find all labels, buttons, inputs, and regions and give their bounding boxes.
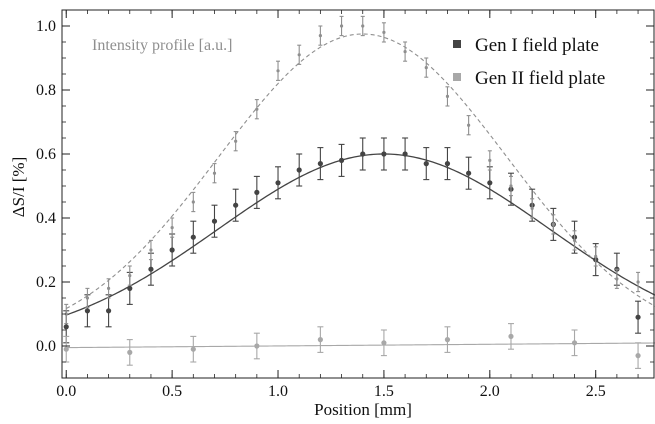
data-point-series-3 [148, 239, 153, 261]
data-point-series-3 [106, 278, 111, 299]
fit-line-series-2 [66, 342, 655, 349]
x-tick-label: 2.5 [586, 383, 606, 400]
data-point-series-3 [424, 57, 429, 78]
y-tick-label: 0.8 [36, 82, 56, 99]
data-point-series-3 [636, 271, 641, 293]
data-point-series-1 [465, 156, 472, 190]
data-point-series-1 [359, 137, 366, 171]
data-point-series-3 [593, 246, 598, 267]
y-axis-title: ΔS/I [%] [9, 157, 28, 218]
data-point-series-1 [169, 233, 176, 267]
x-tick-label: 1.5 [374, 383, 394, 400]
fit-line-series-3 [65, 33, 655, 310]
data-point-series-3 [445, 86, 450, 107]
legend: Gen I field plate Gen II field plate [453, 35, 605, 89]
data-point-series-3 [212, 163, 217, 184]
data-point-series-3 [360, 15, 365, 37]
data-point-series-3 [339, 15, 344, 37]
data-point-series-3 [551, 214, 556, 235]
data-point-series-1 [486, 166, 493, 200]
data-point-series-3 [530, 198, 535, 219]
y-tick-label: 1.0 [36, 18, 56, 35]
data-point-series-2 [444, 326, 451, 353]
data-point-series-1 [211, 204, 218, 238]
x-tick-label: 0.5 [162, 383, 182, 400]
data-point-series-3 [381, 22, 386, 43]
data-point-series-1 [444, 147, 451, 181]
fit-line-series-1 [66, 153, 655, 316]
data-point-series-2 [63, 335, 70, 363]
data-point-series-1 [232, 188, 239, 222]
fit-curves [65, 33, 655, 349]
plot-frame [61, 9, 655, 379]
data-point-series-3 [487, 150, 492, 171]
x-tick-label: 1.0 [268, 383, 288, 400]
data-point-series-1 [635, 300, 642, 334]
x-tick-label: 2.0 [480, 383, 500, 400]
data-point-series-2 [635, 342, 642, 369]
data-point-series-3 [318, 25, 323, 46]
legend-marker-gen-i [453, 40, 461, 48]
data-point-series-1 [190, 220, 197, 254]
y-tick-label: 0.4 [36, 210, 56, 227]
data-point-series-2 [571, 329, 578, 357]
data-point-series-2 [126, 339, 133, 366]
y-tick-label: 0.6 [36, 146, 56, 163]
legend-label-gen-ii: Gen II field plate [475, 68, 605, 89]
data-point-series-3 [276, 60, 281, 81]
x-tick-label: 0.0 [56, 383, 76, 400]
data-point-series-1 [317, 147, 324, 181]
data-point-series-3 [403, 41, 408, 62]
data-point-series-3 [233, 131, 238, 152]
legend-label-gen-i: Gen I field plate [475, 35, 599, 56]
data-point-series-1 [380, 137, 387, 171]
axis-ticks: 0.0 0.5 1.0 1.5 2.0 2.5 0.0 0.2 0.4 0.6 0.8 1.0 [36, 10, 654, 400]
legend-marker-gen-ii [453, 73, 461, 81]
data-point-series-3 [254, 99, 259, 120]
data-point-series-1 [423, 147, 430, 181]
y-tick-label: 0.0 [36, 338, 56, 355]
data-point-series-3 [466, 115, 471, 136]
data-point-series-3 [127, 265, 132, 286]
data-point-series-2 [317, 326, 324, 353]
data-point-series-1 [338, 143, 345, 177]
annotation-intensity-profile: Intensity profile [a.u.] [92, 37, 232, 54]
data-point-series-1 [402, 137, 409, 171]
x-axis-title: Position [mm] [314, 400, 412, 419]
data-point-series-1 [275, 166, 282, 200]
data-point-series-3 [508, 175, 513, 197]
data-point-series-3 [191, 191, 196, 213]
data-point-series-1 [105, 294, 112, 328]
plot-border [61, 9, 655, 379]
data-point-series-3 [297, 44, 302, 65]
data-points [63, 15, 642, 369]
data-point-series-2 [190, 335, 197, 363]
data-point-series-1 [296, 153, 303, 187]
data-point-series-3 [64, 303, 69, 325]
data-point-series-3 [170, 217, 175, 238]
data-point-series-2 [507, 323, 514, 350]
data-point-series-3 [614, 268, 619, 289]
data-point-series-3 [572, 230, 577, 251]
data-point-series-2 [380, 329, 387, 357]
data-point-series-3 [85, 287, 90, 309]
data-point-series-1 [253, 175, 260, 209]
y-tick-label: 0.2 [36, 274, 56, 291]
data-point-series-2 [253, 332, 260, 360]
